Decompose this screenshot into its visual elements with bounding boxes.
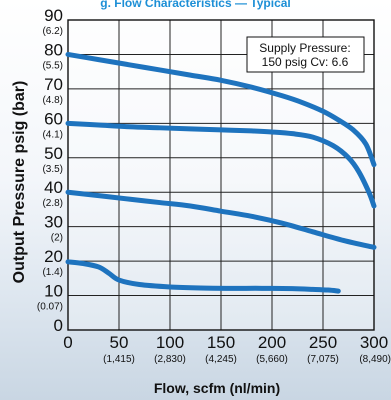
annotation-line1: Supply Pressure: bbox=[259, 41, 350, 55]
y-tick-sublabel: (6.2) bbox=[42, 26, 63, 37]
y-tick-label: 10 bbox=[44, 282, 63, 301]
x-tick-sublabel: (5,660) bbox=[256, 354, 288, 365]
y-tick-label: 30 bbox=[44, 213, 63, 232]
x-axis-label: Flow, scfm (nl/min) bbox=[154, 380, 280, 396]
y-tick-sublabel: (0.07) bbox=[37, 302, 63, 313]
y-tick-label: 20 bbox=[44, 247, 63, 266]
x-tick-label: 50 bbox=[110, 333, 129, 352]
y-tick-label: 70 bbox=[44, 75, 63, 94]
x-tick-label: 300 bbox=[360, 333, 388, 352]
y-tick-sublabel: (2) bbox=[51, 233, 63, 244]
y-tick-labels: 010(0.07)20(1.4)30(2)40(2.8)50(3.5)60(4.… bbox=[37, 6, 63, 335]
y-tick-label: 60 bbox=[44, 109, 63, 128]
x-tick-label: 200 bbox=[258, 333, 286, 352]
x-tick-labels: 0 50 (1,415) 100 (2,830) 150 (4,245) 200 (5,660)… bbox=[63, 333, 391, 365]
y-tick-sublabel: (4.8) bbox=[42, 95, 63, 106]
series-line-2 bbox=[65, 120, 377, 209]
chart-series bbox=[65, 51, 377, 294]
y-tick-sublabel: (2.8) bbox=[42, 198, 63, 209]
y-tick-sublabel: (1.4) bbox=[42, 267, 63, 278]
x-tick-label: 150 bbox=[207, 333, 235, 352]
x-tick-sublabel: (8,490) bbox=[359, 354, 391, 365]
partial-header-title: g. Flow Characteristics — Typical bbox=[100, 0, 291, 10]
x-tick-label: 0 bbox=[63, 333, 72, 352]
annotation-box: Supply Pressure: 150 psig Cv: 6.6 bbox=[246, 36, 365, 73]
y-tick-label: 90 bbox=[44, 6, 63, 25]
x-tick-sublabel: (1,415) bbox=[103, 354, 135, 365]
x-tick-sublabel: (7,075) bbox=[307, 354, 339, 365]
x-tick-sublabel: (4,245) bbox=[205, 354, 237, 365]
x-tick-sublabel: (2,830) bbox=[154, 354, 186, 365]
plot-border bbox=[67, 19, 375, 331]
annotation-line2: 150 psig Cv: 6.6 bbox=[262, 55, 349, 69]
y-axis-label: Output Pressure psig (bar) bbox=[11, 81, 28, 284]
y-tick-label: 50 bbox=[44, 144, 63, 163]
y-tick-sublabel: (3.5) bbox=[42, 164, 63, 175]
y-tick-label: 0 bbox=[54, 316, 63, 335]
y-tick-label: 80 bbox=[44, 40, 63, 59]
series-line-3 bbox=[65, 189, 377, 250]
series-line-1 bbox=[65, 51, 377, 168]
x-tick-label: 100 bbox=[156, 333, 184, 352]
y-tick-label: 40 bbox=[44, 178, 63, 197]
y-tick-sublabel: (4.1) bbox=[42, 129, 63, 140]
series-line-4 bbox=[65, 259, 341, 294]
chart-frame bbox=[67, 19, 375, 331]
y-tick-sublabel: (5.5) bbox=[42, 60, 63, 71]
x-tick-label: 250 bbox=[309, 333, 337, 352]
